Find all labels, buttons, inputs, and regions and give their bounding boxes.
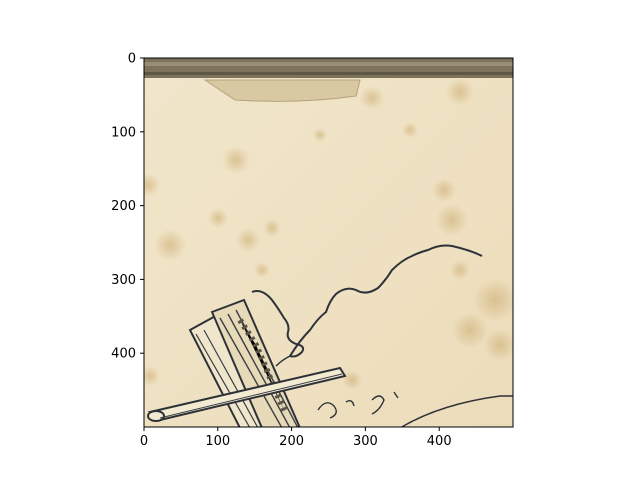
x-tick-label: 400 [427, 434, 452, 449]
foxing-stains [144, 78, 513, 390]
y-tick-label: 300 [111, 273, 136, 288]
y-tick-label: 400 [111, 347, 136, 362]
paper-fold [203, 79, 361, 102]
x-tick-label: 100 [205, 434, 230, 449]
photo-image [144, 58, 513, 427]
axes-frame [143, 57, 514, 428]
y-axis: 0 100 200 300 400 [111, 52, 144, 362]
y-tick-label: 0 [128, 52, 136, 67]
posts-sketch [147, 298, 513, 427]
x-tick-label: 200 [279, 434, 304, 449]
vine-sketch [251, 244, 483, 358]
x-tick-label: 300 [353, 434, 378, 449]
y-tick-label: 100 [111, 125, 136, 140]
x-axis: 0 100 200 300 400 [140, 427, 452, 449]
x-tick-label: 0 [140, 434, 148, 449]
y-tick-label: 200 [111, 199, 136, 214]
